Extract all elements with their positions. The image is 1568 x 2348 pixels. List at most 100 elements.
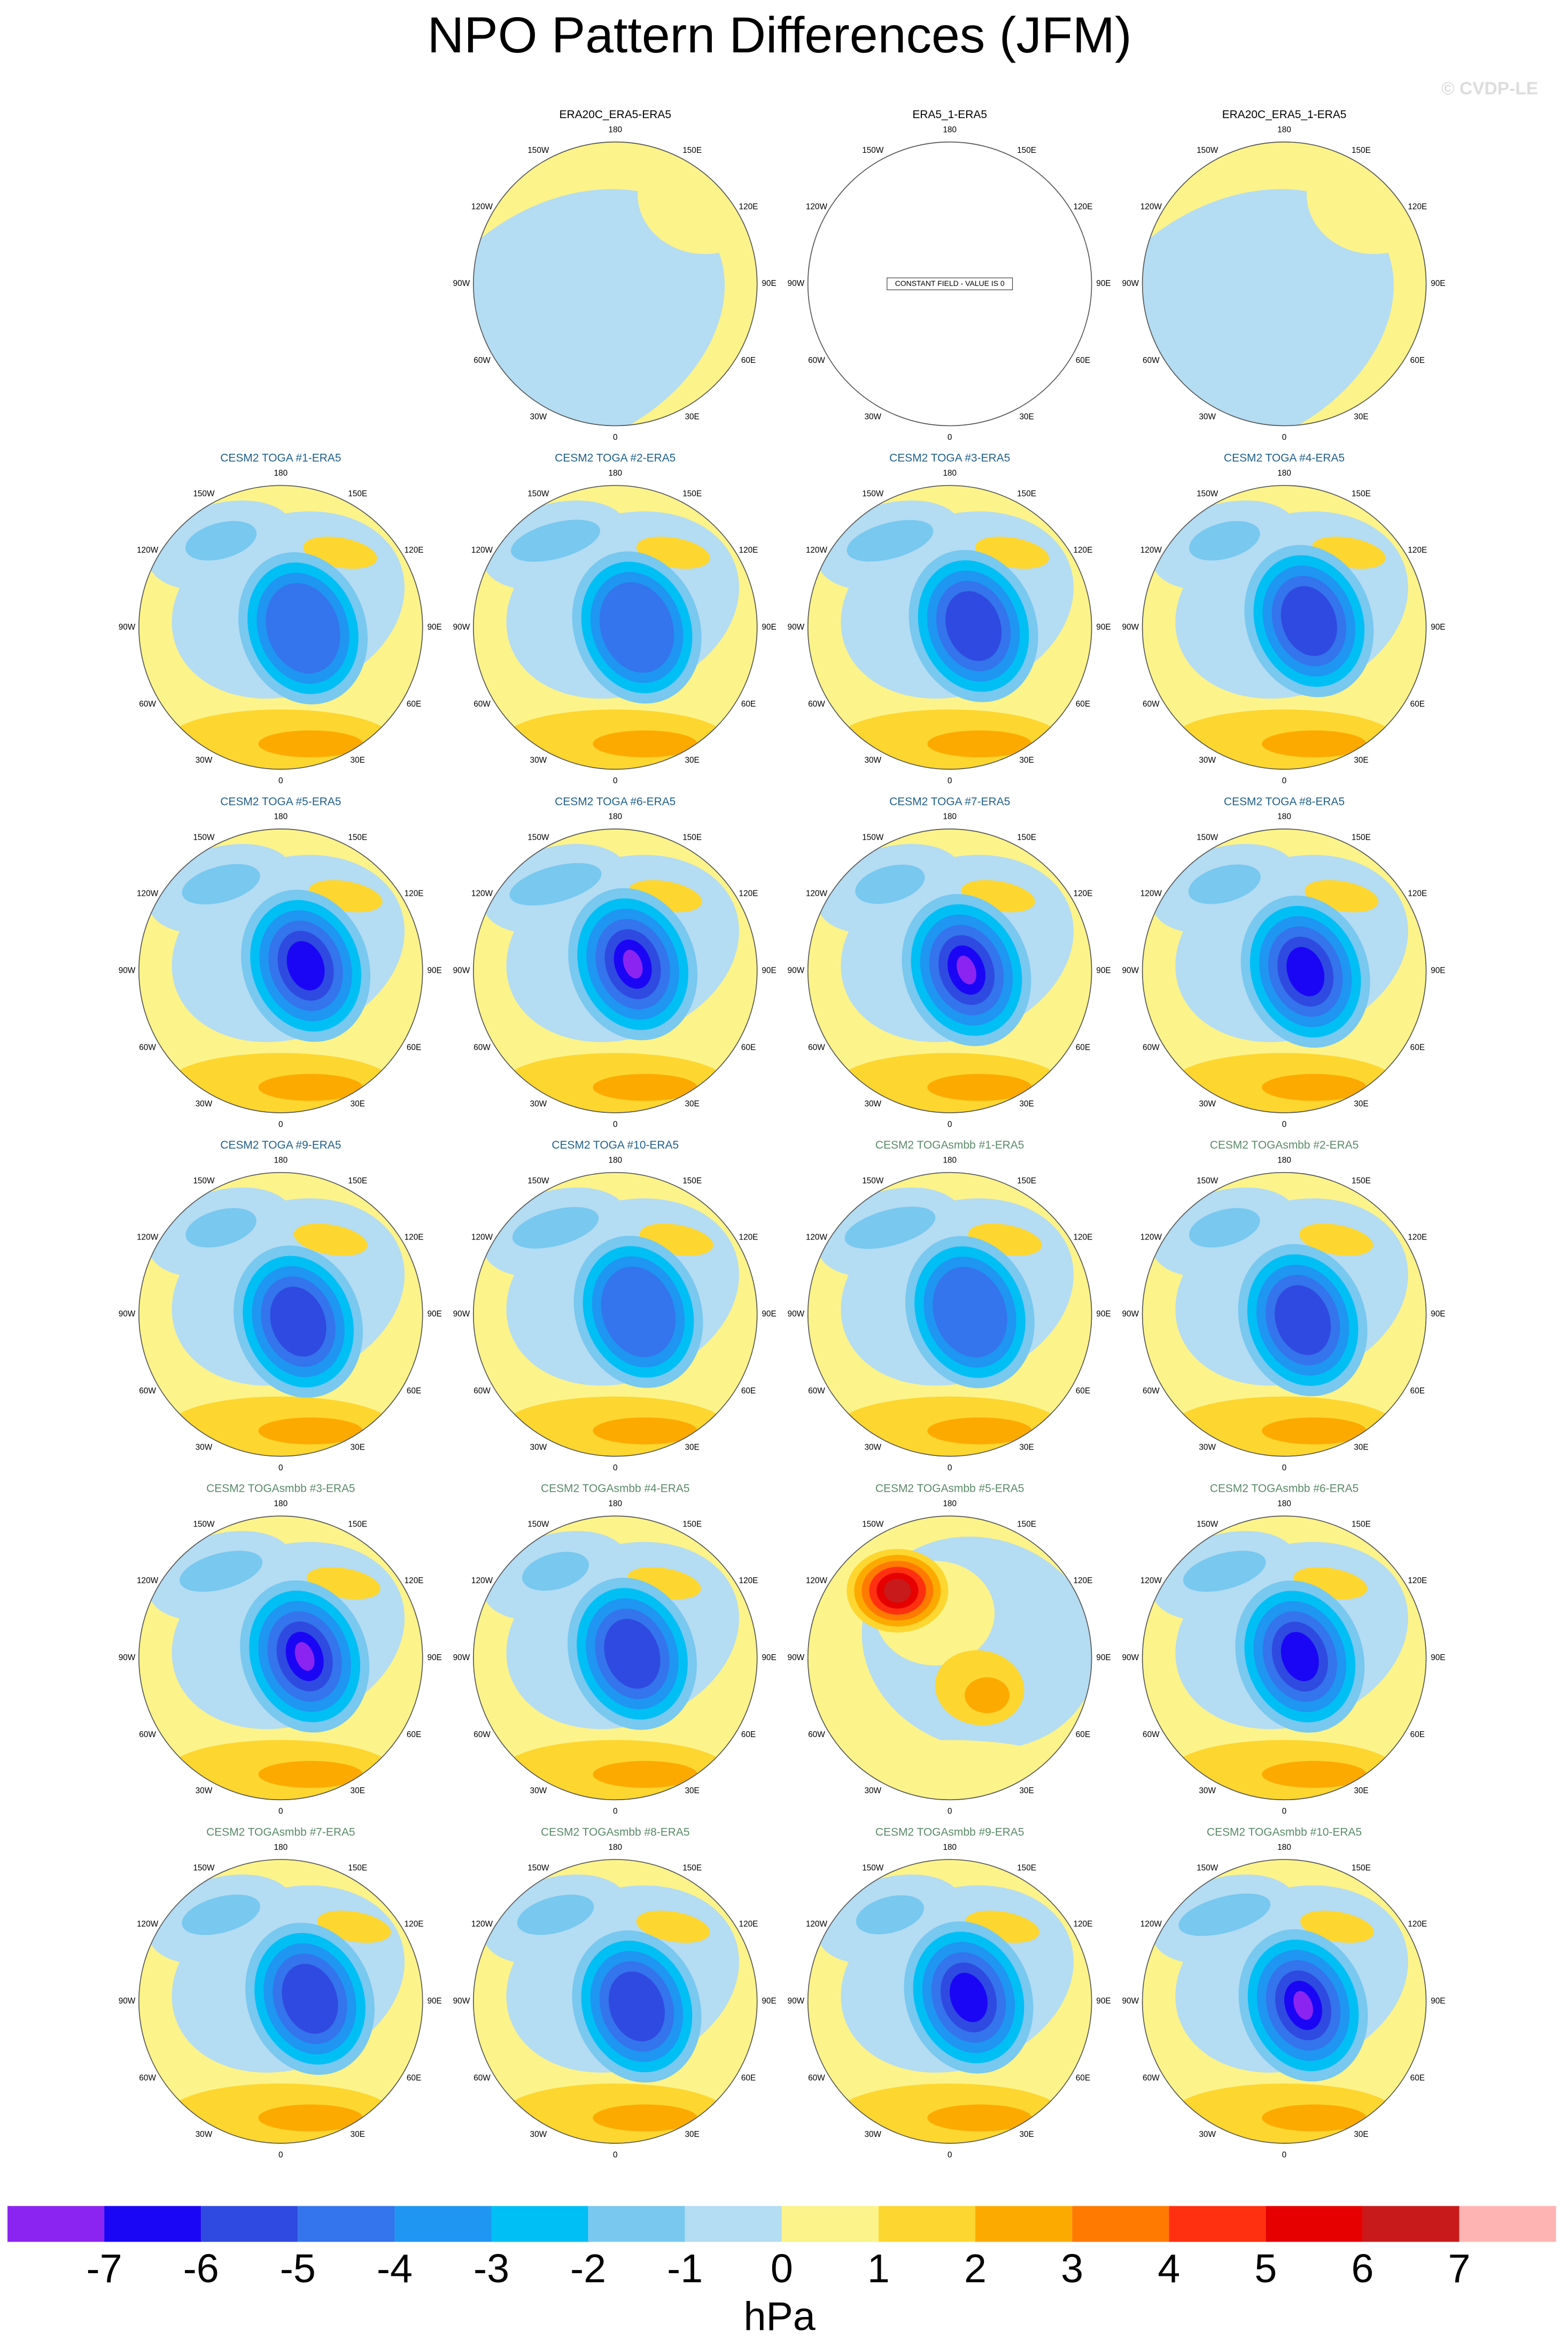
- lon-label: 120W: [471, 546, 493, 555]
- lon-label: 90E: [427, 1653, 441, 1662]
- colorbar-tick-label: 0: [771, 2246, 793, 2291]
- map-outline: [138, 1859, 423, 2144]
- lon-label: 150W: [862, 146, 884, 155]
- lon-label: 60E: [741, 1386, 756, 1396]
- lon-label: 150E: [1017, 1520, 1036, 1529]
- lon-label: 120W: [137, 1920, 159, 1929]
- lon-label: 30W: [864, 1786, 881, 1795]
- lon-label: 90W: [453, 1653, 470, 1662]
- lon-label: 30W: [530, 2130, 547, 2139]
- lon-label: 0: [1282, 2150, 1287, 2159]
- colorbar-box: [975, 2206, 1073, 2242]
- lon-label: 0: [948, 1120, 952, 1129]
- lon-label: 60E: [1410, 356, 1425, 365]
- lon-label: 0: [278, 1120, 283, 1129]
- lon-label: 30E: [1354, 1786, 1368, 1795]
- lon-label: 90W: [119, 623, 136, 632]
- lon-label: 60E: [741, 356, 756, 365]
- lon-label: 30E: [1019, 1443, 1034, 1452]
- colorbar-tick-label: 6: [1351, 2246, 1373, 2291]
- colorbar-box: [491, 2206, 588, 2242]
- field-contour: [510, 520, 601, 562]
- field-contour: [927, 2104, 1032, 2132]
- field-contour: [593, 2104, 697, 2132]
- map-outline: [472, 1172, 758, 1457]
- lon-label: 60E: [1076, 1043, 1090, 1052]
- lon-label: 90W: [788, 1309, 805, 1319]
- lon-label: 120E: [739, 202, 758, 211]
- panel-title: CESM2 TOGA #8-ERA5: [1224, 795, 1345, 808]
- map-field: [473, 142, 757, 426]
- lon-label: 90E: [1431, 966, 1445, 975]
- lon-label: 30E: [351, 1099, 365, 1109]
- lon-label: 120E: [405, 1576, 424, 1585]
- lon-label: 30E: [685, 1786, 699, 1795]
- map-outline: [472, 485, 758, 770]
- panel-title: CESM2 TOGAsmbb #9-ERA5: [875, 1826, 1024, 1838]
- colorbar-tick-label: -7: [87, 2246, 122, 2291]
- lon-label: 0: [1282, 1807, 1287, 1816]
- lon-label: 180: [1277, 1499, 1291, 1508]
- panel-title: CESM2 TOGA #3-ERA5: [889, 452, 1010, 464]
- lon-label: 60E: [407, 2074, 421, 2083]
- map-field: [138, 1859, 423, 2143]
- field-contour: [601, 1266, 676, 1357]
- lon-label: 150W: [527, 1520, 549, 1529]
- colorbar-tick-label: 2: [964, 2246, 987, 2291]
- field-contour: [927, 730, 1032, 757]
- lon-label: 180: [608, 1499, 622, 1508]
- map-outline: [807, 1515, 1092, 1801]
- lon-label: 60W: [1143, 1386, 1160, 1396]
- lon-label: 30E: [1019, 1786, 1034, 1795]
- lon-label: 90W: [1122, 279, 1139, 288]
- colorbar-tick-label: -4: [377, 2246, 413, 2291]
- colorbar-tick-label: -6: [183, 2246, 219, 2291]
- lon-label: 0: [948, 1463, 952, 1473]
- map-outline: [1142, 1859, 1427, 2144]
- panel-title: CESM2 TOGA #2-ERA5: [555, 452, 676, 464]
- lon-label: 150W: [862, 833, 884, 842]
- colorbar-tick-label: -3: [473, 2246, 509, 2291]
- field-contour: [593, 1074, 697, 1101]
- lon-label: 120W: [1140, 1576, 1162, 1585]
- lon-label: 180: [1277, 1843, 1291, 1852]
- lon-label: 150E: [682, 146, 702, 155]
- lon-label: 30E: [1019, 412, 1034, 421]
- panel-title: CESM2 TOGAsmbb #7-ERA5: [206, 1826, 355, 1838]
- lon-label: 120W: [806, 1576, 828, 1585]
- lon-label: 90W: [119, 1309, 136, 1319]
- field-contour: [844, 1206, 936, 1249]
- map-field: [138, 485, 423, 770]
- lon-label: 30W: [864, 1443, 881, 1452]
- field-contour: [182, 1894, 260, 1935]
- map-field: [1142, 142, 1426, 426]
- lon-label: 60W: [808, 1043, 825, 1052]
- lon-label: 90W: [119, 966, 136, 975]
- lon-label: 60E: [741, 2074, 756, 2083]
- field-contour: [512, 1207, 599, 1249]
- colorbar-tick-label: 7: [1448, 2246, 1471, 2291]
- lon-label: 30E: [1019, 2130, 1034, 2139]
- colorbar-box: [1072, 2206, 1169, 2242]
- figure-title: NPO Pattern Differences (JFM): [428, 7, 1132, 64]
- lon-label: 120W: [1140, 1233, 1162, 1242]
- lon-label: 60E: [1410, 1730, 1425, 1739]
- lon-label: 150W: [193, 833, 215, 842]
- field-contour: [1299, 1223, 1373, 1256]
- lon-label: 60W: [808, 700, 825, 709]
- lon-label: 0: [278, 1807, 283, 1816]
- field-contour: [638, 142, 757, 254]
- colorbar-box: [588, 2206, 685, 2242]
- lon-label: 120W: [471, 1920, 493, 1929]
- lon-label: 0: [613, 2150, 618, 2159]
- lon-label: 150E: [1017, 1863, 1036, 1872]
- lon-label: 90E: [762, 966, 776, 975]
- lon-label: 0: [278, 777, 283, 786]
- lon-label: 30E: [685, 1099, 699, 1109]
- field-contour: [258, 2104, 363, 2132]
- lon-label: 150W: [1197, 1176, 1218, 1185]
- map-field: [808, 1516, 1092, 1800]
- lon-label: 150W: [862, 490, 884, 499]
- map-field: [473, 1516, 757, 1800]
